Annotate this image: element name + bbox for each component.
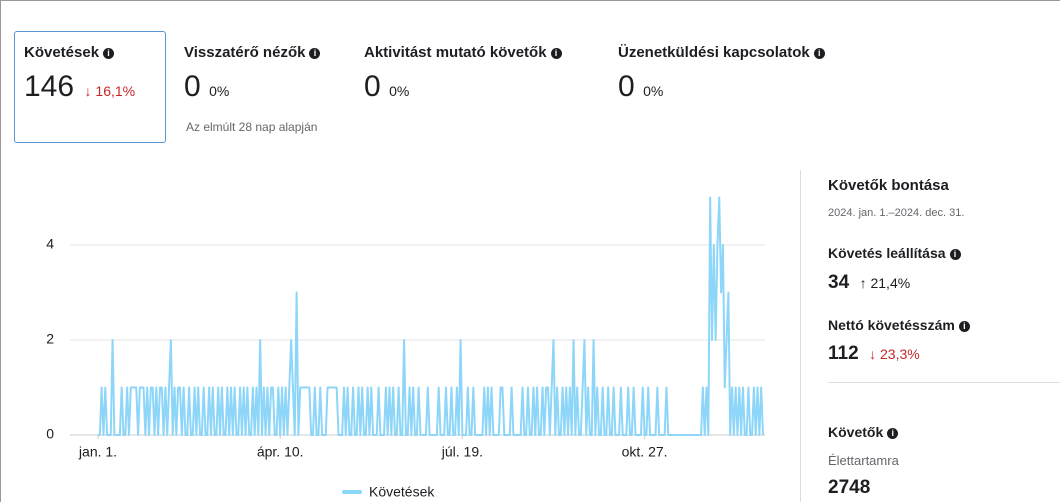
series-line (98, 196, 764, 436)
selected-metric-box[interactable] (14, 31, 166, 143)
metric-value: 0 0% (364, 70, 410, 103)
date-range: 2024. jan. 1.–2024. dec. 31. (828, 207, 965, 219)
left-border (0, 0, 1, 502)
stat-label: Követők i (828, 424, 899, 440)
note: Az elmúlt 28 nap alapján (186, 120, 318, 134)
x-tick-label: ápr. 10. (257, 444, 304, 460)
stat-value: 112 ↓ 23,3% (828, 343, 920, 364)
x-tick-label: jan. 1. (78, 444, 117, 460)
legend-label: Követések (369, 484, 435, 500)
x-tick-label: okt. 27. (622, 444, 668, 460)
metric-label: Követések i (24, 44, 115, 61)
y-tick-label: 2 (46, 331, 54, 347)
metric-label[interactable]: Üzenetküldési kapcsolatok i (618, 44, 825, 61)
stat-sub: Élettartamra (828, 453, 899, 468)
stat-value: 2748 (828, 477, 871, 498)
metric-label[interactable]: Visszatérő nézők i (184, 44, 321, 61)
y-tick-label: 0 (46, 426, 54, 442)
stat-label: Követés leállítása i (828, 245, 961, 261)
y-tick-label: 4 (46, 236, 54, 252)
divider (828, 382, 1060, 383)
metric-value: 146 ↓ 16,1% (24, 70, 136, 103)
metric-label[interactable]: Aktivitást mutató követők i (364, 44, 562, 61)
divider (800, 170, 801, 502)
metric-value: 0 0% (618, 70, 664, 103)
chart: 0 2 4 jan. 1. ápr. 10. júl. 19. okt. 27. Követé… (46, 196, 765, 500)
metric-value: 0 0% (184, 70, 230, 103)
stat-label: Nettó követésszám i (828, 317, 970, 333)
top-border (0, 0, 1060, 1)
stat-value: 34 ↑ 21,4% (828, 272, 911, 293)
x-tick-label: júl. 19. (441, 444, 483, 460)
sidebar-title: Követők bontása (828, 177, 949, 194)
